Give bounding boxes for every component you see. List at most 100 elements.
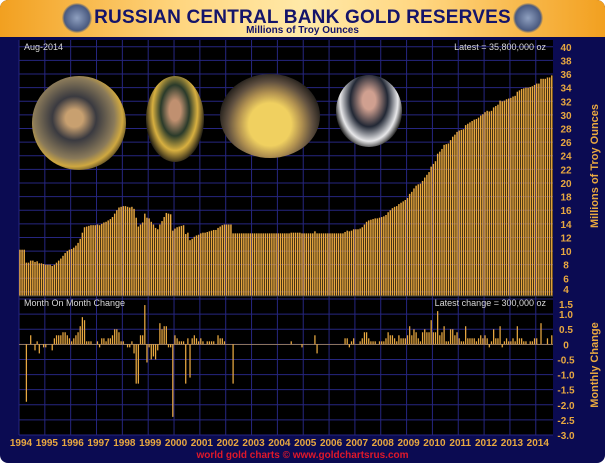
change-bar: [62, 332, 64, 345]
change-bar: [139, 335, 142, 345]
y-tick-label: -1.0: [557, 371, 575, 382]
change-bar: [387, 332, 389, 345]
reserve-bar: [497, 104, 499, 297]
change-bar: [497, 338, 499, 345]
reserve-bar: [391, 208, 394, 296]
change-bar: [409, 326, 411, 345]
reserve-bar: [219, 226, 221, 296]
x-tick-label: 2006: [320, 438, 343, 449]
reserve-bar: [159, 224, 161, 296]
reserve-bar: [152, 224, 155, 296]
reserve-bar: [60, 258, 62, 296]
change-bar: [146, 344, 148, 363]
change-bar: [458, 338, 460, 345]
change-bar: [68, 338, 71, 345]
change-bar: [77, 332, 79, 345]
reserve-bar: [68, 249, 71, 296]
change-bar: [38, 344, 40, 354]
change-bar: [411, 335, 413, 345]
reserve-bar: [520, 89, 523, 297]
y-tick-label: 0.5: [559, 325, 573, 336]
reserve-bar: [172, 230, 174, 296]
reserve-bar: [355, 229, 357, 296]
reserve-bar: [47, 264, 49, 296]
reserve-bar: [402, 201, 404, 296]
x-tick-label: 2012: [475, 438, 498, 449]
y-tick-label: 1.5: [559, 300, 573, 311]
reserve-bar: [439, 151, 441, 296]
reserve-bar: [215, 229, 217, 296]
change-bar: [58, 335, 60, 345]
change-bar: [150, 344, 152, 360]
reserve-bar: [370, 219, 372, 296]
reserve-bar: [165, 212, 168, 296]
change-bar: [424, 329, 426, 345]
reserve-bar: [516, 91, 519, 296]
reserve-bar: [258, 233, 260, 296]
reserve-bar: [118, 207, 120, 296]
change-bar: [193, 335, 195, 345]
change-bar: [90, 341, 92, 345]
change-bar: [36, 341, 38, 345]
change-bar: [109, 338, 111, 345]
reserve-bar: [202, 232, 204, 296]
change-bar: [79, 326, 81, 345]
change-bar: [60, 335, 62, 345]
reserve-bar: [441, 148, 443, 296]
reserve-bar: [53, 264, 56, 296]
change-bar: [415, 332, 417, 345]
reserve-bar: [488, 111, 491, 296]
change-bar: [107, 338, 109, 345]
reserve-bar: [469, 122, 471, 296]
change-bar: [389, 335, 391, 345]
change-bar: [210, 341, 213, 345]
y-tick-label: -3.0: [557, 431, 575, 442]
change-bar: [182, 341, 185, 345]
reserve-bar: [212, 229, 215, 296]
change-bar: [475, 341, 478, 345]
change-bar: [510, 341, 512, 345]
change-bar: [467, 338, 469, 345]
lower-panel-title: Month On Month Change: [24, 298, 125, 308]
y-tick-label: 30: [560, 111, 572, 122]
reserve-bar: [327, 233, 329, 296]
y-tick-label: -2.0: [557, 401, 575, 412]
change-bar: [490, 341, 493, 345]
reserve-bar: [479, 115, 482, 297]
y-tick-label: 18: [560, 193, 572, 204]
change-bar: [148, 344, 150, 348]
change-bar: [73, 338, 75, 345]
change-bar: [551, 335, 553, 345]
change-bar: [391, 335, 394, 345]
change-bar: [111, 335, 114, 345]
change-bar: [34, 344, 36, 351]
reserve-bar: [460, 129, 463, 296]
reserve-bar: [107, 220, 109, 296]
reserve-bar: [247, 233, 249, 296]
reserve-bar: [253, 233, 256, 296]
reserve-bar: [228, 224, 230, 296]
change-bar: [495, 338, 497, 345]
change-bar: [508, 341, 510, 345]
change-bar: [219, 338, 221, 345]
reserve-bar: [174, 228, 176, 296]
change-bar: [116, 329, 118, 345]
reserve-bar: [92, 225, 94, 296]
x-tick-label: 2001: [191, 438, 214, 449]
reserve-bar: [333, 233, 336, 296]
photo-officials-gold-bar: [220, 74, 320, 158]
reserve-bar: [191, 238, 193, 296]
change-bar: [469, 338, 471, 345]
change-bar: [126, 344, 129, 348]
change-bar: [105, 341, 107, 345]
reserve-bar: [475, 118, 478, 296]
reserve-bar: [510, 97, 512, 296]
change-bar: [473, 338, 475, 345]
reserve-bar: [178, 226, 180, 296]
change-bar: [443, 326, 445, 345]
reserve-bar: [221, 225, 224, 296]
x-tick-label: 2004: [268, 438, 291, 449]
reserve-bar: [182, 225, 185, 296]
photo-putin-gold-bars: [32, 76, 126, 170]
change-bar: [55, 335, 58, 345]
